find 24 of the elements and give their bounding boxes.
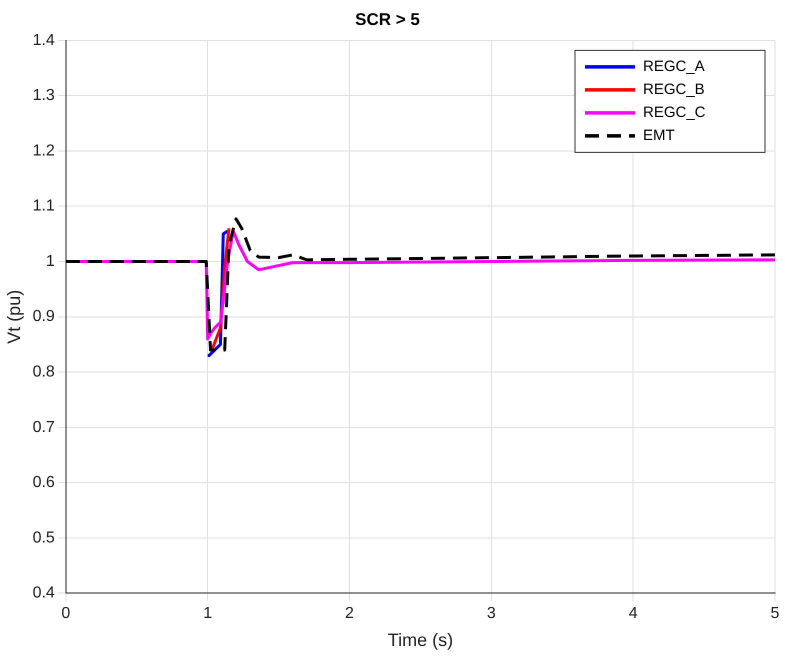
legend-label: REGC_C [643, 104, 706, 122]
y-tick-label: 0.7 [32, 418, 55, 436]
y-tick-label: 1.1 [32, 198, 55, 215]
x-tick-label: 3 [486, 605, 496, 622]
y-axis-title: Vt (pu) [4, 290, 24, 344]
x-tick-label: 1 [203, 605, 212, 622]
y-tick-label: 0.6 [32, 474, 55, 492]
y-tick-label: 0.4 [32, 584, 55, 602]
legend-label: REGC_B [643, 81, 705, 98]
y-tick-label: 0.5 [32, 529, 55, 546]
y-tick-label: 1.3 [32, 87, 55, 104]
x-tick-label: 0 [61, 605, 70, 622]
x-axis-title: Time (s) [388, 630, 454, 650]
legend-label: EMT [643, 127, 675, 144]
y-tick-label: 0.9 [32, 308, 55, 326]
y-tick-label: 1 [46, 252, 55, 270]
legend-label: REGC_A [643, 58, 705, 76]
y-tick-label: 0.8 [32, 363, 55, 380]
x-tick-label: 5 [770, 605, 780, 622]
y-tick-label: 1.2 [32, 142, 55, 160]
y-tick-label: 1.4 [32, 32, 55, 49]
chart-title: SCR > 5 [355, 10, 420, 29]
x-tick-label: 4 [628, 605, 638, 622]
x-tick-label: 2 [345, 605, 354, 622]
